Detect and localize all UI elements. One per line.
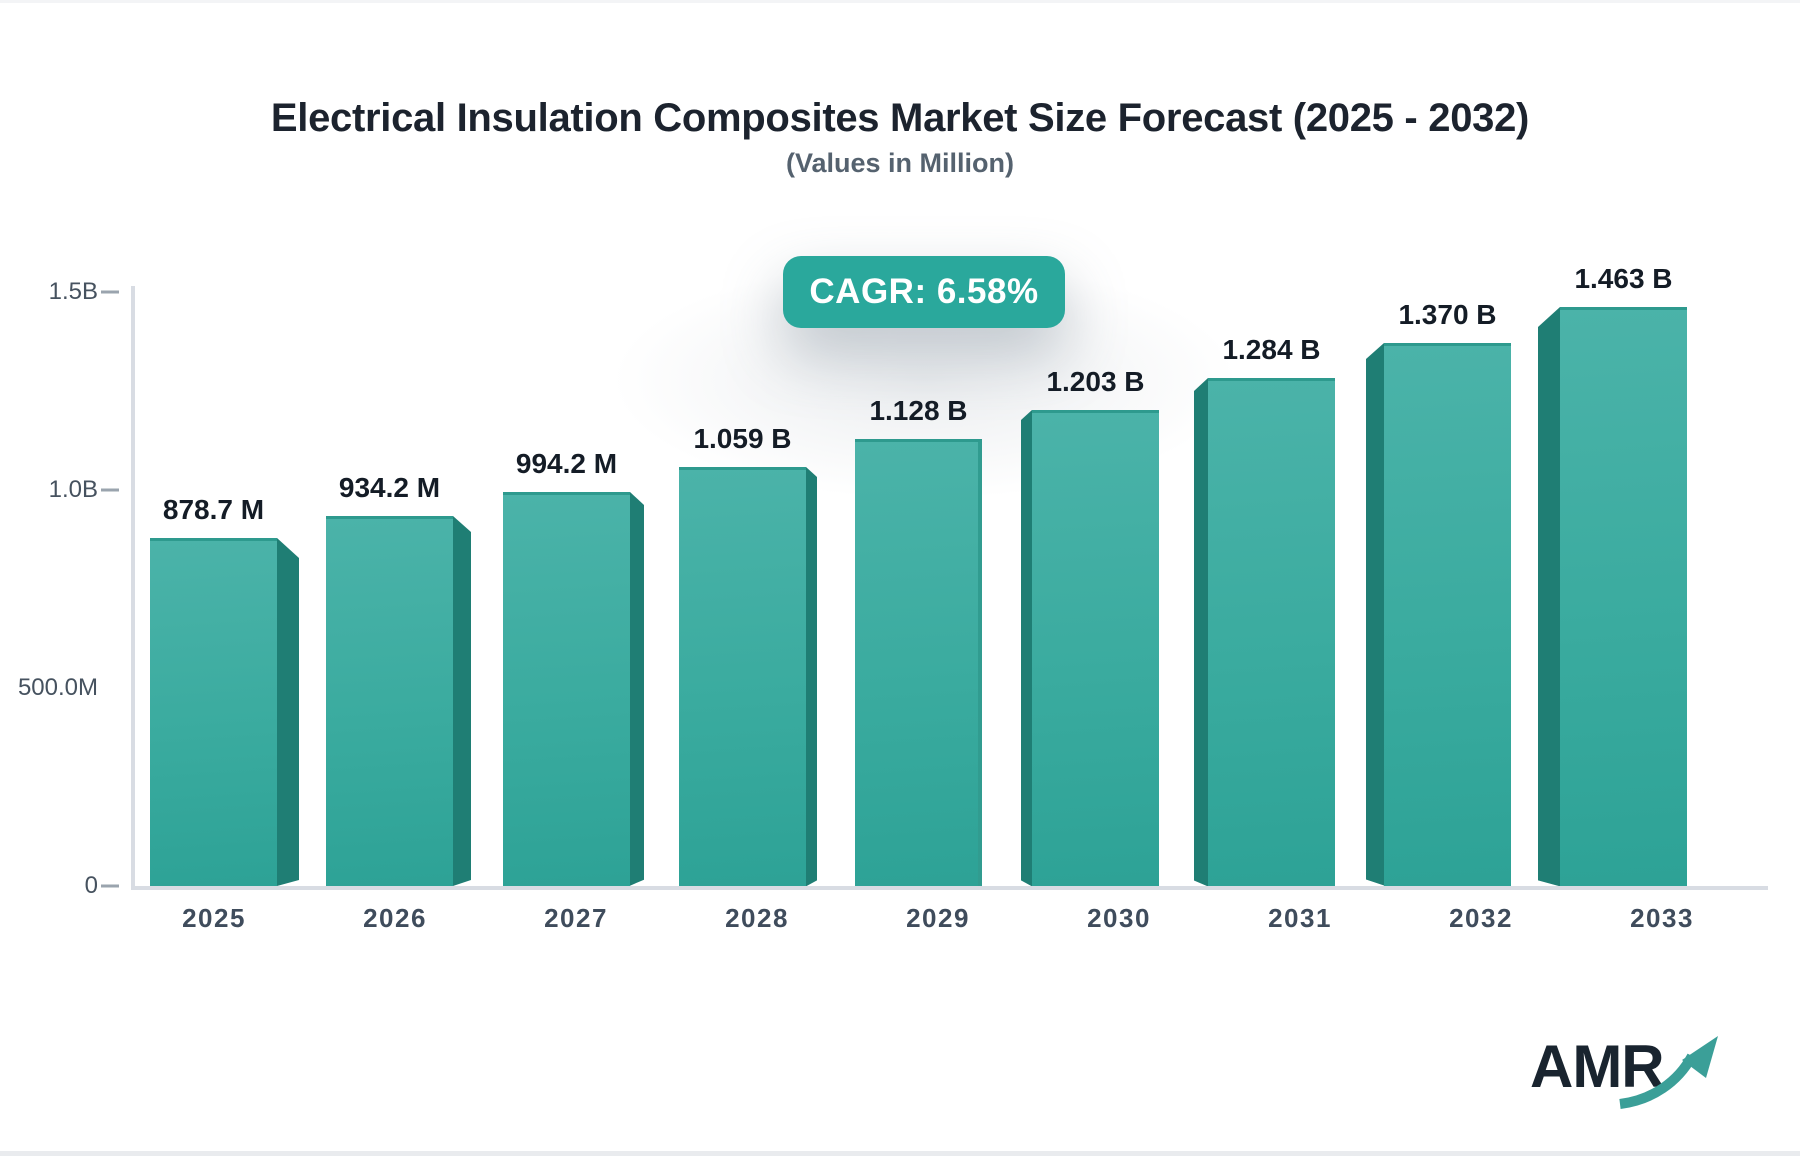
y-tick-mark (101, 488, 119, 492)
y-tick-label: 1.5B (48, 278, 98, 305)
x-tick-label: 2029 (906, 903, 970, 933)
y-tick-label: 1.0B (48, 476, 98, 503)
bar-value-label: 1.463 B (1574, 262, 1673, 294)
bar-value-label: 1.203 B (1046, 365, 1145, 397)
cagr-badge: CAGR: 6.58% (783, 256, 1065, 328)
chart-subtitle: (Values in Million) (785, 148, 1015, 178)
x-tick-label: 2030 (1087, 903, 1151, 933)
bar-value-label: 934.2 M (338, 472, 441, 504)
bar-value-label: 878.7 M (162, 494, 265, 526)
x-tick-label: 2028 (725, 903, 789, 933)
bar-2028 (679, 466, 806, 886)
brand-logo: AMR (1500, 1026, 1730, 1116)
y-tick-mark (101, 884, 119, 888)
x-tick-label: 2033 (1630, 903, 1694, 933)
bar-2033 (1560, 306, 1687, 886)
bottom-border-line (0, 1151, 1800, 1156)
bar-value-label: 1.059 B (693, 422, 792, 454)
x-tick-label: 2031 (1268, 903, 1332, 933)
bar-side-face (806, 466, 817, 886)
y-tick-label: 500.0M (17, 674, 98, 701)
x-axis-line (131, 886, 1768, 890)
bar-side-face (630, 492, 644, 886)
bar-side-face (453, 516, 471, 886)
y-axis-line (131, 286, 135, 890)
bar-side-face (277, 538, 299, 886)
brand-logo-text: AMR (1530, 1033, 1665, 1100)
bar-2030 (1032, 409, 1159, 886)
y-tick-label: 0 (84, 872, 98, 899)
x-tick-label: 2027 (544, 903, 608, 933)
top-border-line (0, 0, 1800, 3)
bar-value-label: 1.128 B (869, 395, 968, 427)
bar-2032 (1384, 343, 1511, 886)
bar-2026 (326, 516, 453, 886)
bar-2029 (855, 439, 982, 886)
bar-value-label: 1.284 B (1222, 333, 1321, 365)
x-tick-label: 2032 (1449, 903, 1513, 933)
bar-side-face (1538, 306, 1560, 886)
bar-side-face (1021, 409, 1032, 886)
trend-up-arrow-icon (1619, 1036, 1718, 1109)
bar-2025 (150, 538, 277, 886)
bar-side-face (1194, 377, 1208, 886)
bar-side-face (1366, 343, 1384, 886)
x-tick-label: 2025 (182, 903, 246, 933)
y-tick-mark (101, 290, 119, 294)
chart-title: Electrical Insulation Composites Market … (270, 96, 1530, 140)
bar-value-label: 1.370 B (1398, 299, 1497, 331)
bar-value-label: 994.2 M (515, 448, 618, 480)
x-tick-label: 2026 (363, 903, 427, 933)
bar-2027 (503, 492, 630, 886)
bar-2031 (1208, 377, 1335, 886)
